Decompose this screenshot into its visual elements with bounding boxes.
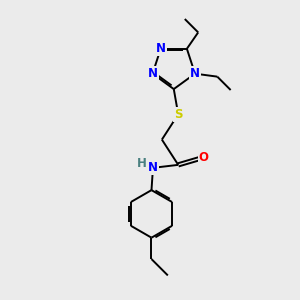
Text: S: S: [174, 108, 182, 121]
Text: N: N: [156, 42, 166, 55]
Text: N: N: [148, 67, 158, 80]
Text: H: H: [137, 157, 147, 170]
Text: N: N: [148, 161, 158, 174]
Text: O: O: [199, 151, 208, 164]
Text: N: N: [190, 67, 200, 80]
